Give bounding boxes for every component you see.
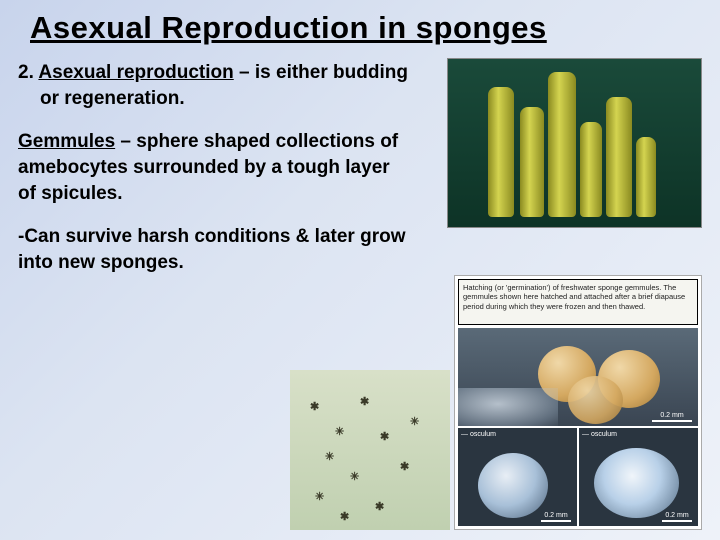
paragraph-survive: -Can survive harsh conditions & later gr…	[18, 224, 408, 275]
gemmule-composite: Hatching (or 'germination') of freshwate…	[454, 275, 702, 530]
gemmule-main-photo: 0.2 mm	[458, 328, 698, 426]
scale-bar-right: 0.2 mm	[662, 512, 692, 522]
osculum-label-left: — osculum	[461, 431, 496, 438]
para2-term: Gemmules	[18, 131, 115, 152]
gemmule-sub-photos: — osculum 0.2 mm — osculum 0.2 mm	[458, 428, 698, 526]
scale-bar-left: 0.2 mm	[541, 512, 571, 522]
spicule-photo: ✱ ✳ ✱ ✳ ✱ ✳ ✱ ✳ ✱ ✳ ✱	[290, 370, 450, 530]
paragraph-definition: 2. Asexual reproduction – is either budd…	[18, 60, 408, 111]
text-content: 2. Asexual reproduction – is either budd…	[18, 60, 408, 293]
sub-photo-right: — osculum 0.2 mm	[579, 428, 698, 526]
gemmule-caption: Hatching (or 'germination') of freshwate…	[458, 279, 698, 325]
para1-term: Asexual reproduction	[38, 62, 233, 83]
scale-bar-main: 0.2 mm	[652, 412, 692, 422]
para1-prefix: 2.	[18, 62, 38, 83]
sponge-photo	[447, 58, 702, 228]
slide-title: Asexual Reproduction in sponges	[0, 0, 720, 46]
osculum-label-right: — osculum	[582, 431, 617, 438]
paragraph-gemmules: Gemmules – sphere shaped collections of …	[18, 129, 408, 206]
sub-photo-left: — osculum 0.2 mm	[458, 428, 577, 526]
